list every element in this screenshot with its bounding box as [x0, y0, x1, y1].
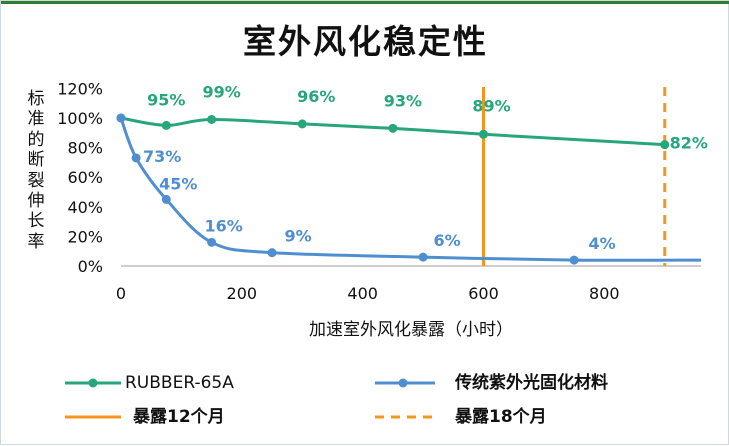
x-axis-label: 加速室外风化暴露（小时） [309, 320, 513, 340]
data-point [207, 237, 217, 247]
data-point [116, 113, 126, 123]
legend-marker-18-months [375, 415, 435, 419]
data-label: 99% [202, 82, 240, 101]
chart-title: 室外风化稳定性 [243, 22, 488, 61]
y-tick-label: 80% [67, 139, 103, 158]
reference-lines [482, 87, 667, 266]
legend-item-12-months: 暴露12个月 [63, 405, 343, 429]
data-label: 73% [143, 147, 181, 166]
y-tick-label: 60% [67, 168, 103, 187]
data-point [660, 140, 670, 150]
legend-marker-rubber [65, 378, 121, 388]
data-label: 93% [384, 91, 422, 110]
data-point [267, 248, 277, 258]
data-point [161, 194, 171, 204]
legend-label-18-months: 暴露18个月 [455, 407, 547, 427]
data-label: 9% [284, 227, 311, 246]
top-accent-line [1, 1, 729, 4]
axes: 0 200 400 600 800 0% 20% 40% 60% 80% 100% 120% 加速室… [57, 79, 701, 340]
data-label: 4% [589, 234, 616, 253]
legend-label-rubber: RUBBER-65A [125, 373, 234, 393]
data-point [297, 119, 307, 129]
y-tick-label: 100% [57, 109, 103, 128]
x-tick-label: 400 [347, 284, 378, 303]
data-point [569, 255, 579, 265]
series-line [120, 116, 665, 147]
legend: RUBBER-65A 传统紫外光固化材料 暴露12个月 暴露18个月 [1, 361, 729, 446]
data-point [131, 153, 141, 163]
y-tick-label: 20% [67, 227, 103, 246]
data-point [479, 129, 488, 139]
y-tick-label: 40% [67, 198, 103, 217]
x-tick-label: 800 [589, 284, 620, 303]
legend-marker-traditional [375, 378, 435, 388]
data-label: 45% [159, 174, 197, 193]
data-point [207, 114, 217, 124]
data-label: 16% [204, 216, 242, 235]
legend-item-rubber: RUBBER-65A [63, 371, 343, 395]
x-tick-label: 0 [116, 284, 126, 303]
data-labels: 95% 99% 96% 93% 89% 82% 73% 45% 16% 9% 6% 4% [143, 82, 708, 253]
data-point [418, 252, 428, 262]
data-label: 82% [670, 134, 708, 153]
legend-item-18-months: 暴露18个月 [373, 405, 673, 429]
legend-label-12-months: 暴露12个月 [133, 407, 225, 427]
y-tick-label: 120% [57, 79, 103, 98]
data-label: 6% [433, 231, 460, 250]
legend-marker-12-months [65, 415, 121, 419]
data-label: 95% [147, 90, 185, 109]
data-label: 96% [297, 87, 335, 106]
data-series [116, 113, 702, 265]
x-tick-label: 600 [468, 284, 499, 303]
data-point [388, 123, 398, 133]
legend-label-traditional: 传统紫外光固化材料 [455, 373, 608, 393]
y-axis-ticks: 0% 20% 40% 60% 80% 100% 120% [57, 79, 103, 276]
data-label: 89% [472, 96, 510, 115]
legend-item-traditional: 传统紫外光固化材料 [373, 371, 673, 395]
y-axis-label: 标准的断裂伸长率 [27, 89, 45, 252]
x-axis-ticks: 0 200 400 600 800 [116, 284, 620, 303]
x-tick-label: 200 [227, 284, 258, 303]
chart-plot: 0 200 400 600 800 0% 20% 40% 60% 80% 100% 120% 加速室… [57, 79, 708, 340]
y-tick-label: 0% [78, 257, 103, 276]
data-point [161, 120, 171, 130]
